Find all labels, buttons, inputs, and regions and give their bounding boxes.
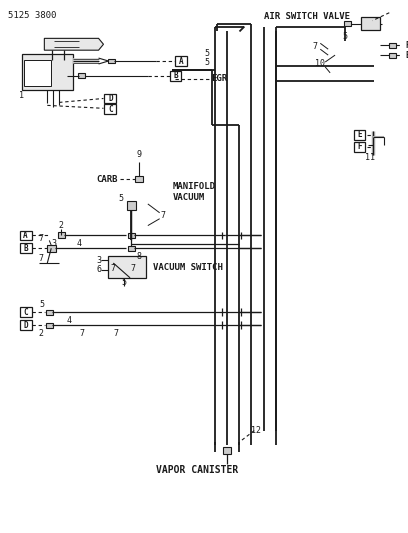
Text: 3: 3 [96, 256, 101, 264]
Text: 2: 2 [39, 328, 44, 337]
Bar [128, 233, 135, 238]
Text: 10: 10 [315, 60, 325, 68]
Bar [20, 308, 31, 317]
Text: 7: 7 [114, 328, 119, 337]
Bar [354, 130, 365, 140]
Text: 12: 12 [251, 426, 261, 435]
Text: C: C [108, 105, 113, 114]
Text: 7: 7 [39, 254, 44, 263]
Bar [403, 41, 408, 50]
Text: D: D [108, 94, 113, 103]
Bar [24, 60, 51, 86]
Text: E: E [406, 51, 408, 60]
Bar [126, 201, 135, 211]
Text: 6: 6 [96, 265, 101, 274]
Bar [169, 71, 181, 80]
Text: 7: 7 [79, 328, 84, 337]
Text: 2: 2 [59, 221, 64, 230]
Text: D: D [23, 321, 28, 329]
Bar [108, 59, 115, 63]
Text: 5125 3800: 5125 3800 [8, 11, 56, 20]
Bar [20, 231, 31, 240]
Text: A: A [179, 56, 184, 66]
Text: 5: 5 [204, 49, 209, 58]
Bar [46, 322, 53, 328]
Text: 8: 8 [136, 252, 142, 261]
Bar [361, 17, 380, 30]
Text: 1: 1 [19, 91, 24, 100]
Text: 9: 9 [136, 150, 142, 159]
Text: 5: 5 [119, 193, 124, 203]
Bar [78, 74, 85, 78]
Text: 5: 5 [342, 32, 348, 41]
Bar [22, 54, 73, 90]
Bar [20, 244, 31, 253]
Bar [128, 246, 135, 251]
Bar [389, 43, 396, 48]
Bar [223, 447, 231, 454]
Text: C: C [23, 308, 28, 317]
Bar [389, 53, 396, 58]
Text: F: F [357, 142, 362, 151]
Text: AIR SWITCH VALVE: AIR SWITCH VALVE [264, 12, 350, 21]
Bar [20, 320, 31, 330]
Text: 7: 7 [39, 234, 44, 243]
Text: 11: 11 [365, 153, 375, 162]
Bar [109, 256, 146, 278]
Polygon shape [44, 38, 104, 50]
Text: 5: 5 [122, 278, 126, 287]
Bar [135, 176, 143, 182]
Bar [104, 104, 116, 114]
Text: 4: 4 [67, 316, 71, 325]
Bar [403, 50, 408, 60]
Bar [344, 21, 351, 26]
Text: A: A [23, 231, 28, 240]
Bar [46, 310, 53, 315]
Text: B: B [23, 244, 28, 253]
Text: MANIFOLD
VACUUM: MANIFOLD VACUUM [173, 182, 215, 202]
Text: E: E [357, 131, 362, 140]
Bar [104, 94, 116, 103]
Text: 7: 7 [111, 264, 116, 273]
Bar [58, 232, 64, 238]
Text: 3: 3 [52, 239, 57, 248]
Text: 7: 7 [131, 264, 135, 273]
Text: 5: 5 [204, 59, 209, 68]
Text: 5: 5 [39, 300, 44, 309]
Text: 4: 4 [76, 239, 81, 248]
Text: 7: 7 [313, 42, 318, 51]
Text: VACUUM SWITCH: VACUUM SWITCH [153, 263, 223, 272]
Text: CARB: CARB [97, 175, 118, 184]
Text: EGR: EGR [211, 74, 227, 83]
Bar [354, 142, 365, 152]
Text: 7: 7 [160, 211, 165, 220]
Text: F: F [406, 41, 408, 50]
Bar [175, 56, 187, 66]
Text: B: B [173, 71, 178, 80]
Text: VAPOR CANISTER: VAPOR CANISTER [156, 465, 238, 475]
Bar [47, 245, 55, 252]
